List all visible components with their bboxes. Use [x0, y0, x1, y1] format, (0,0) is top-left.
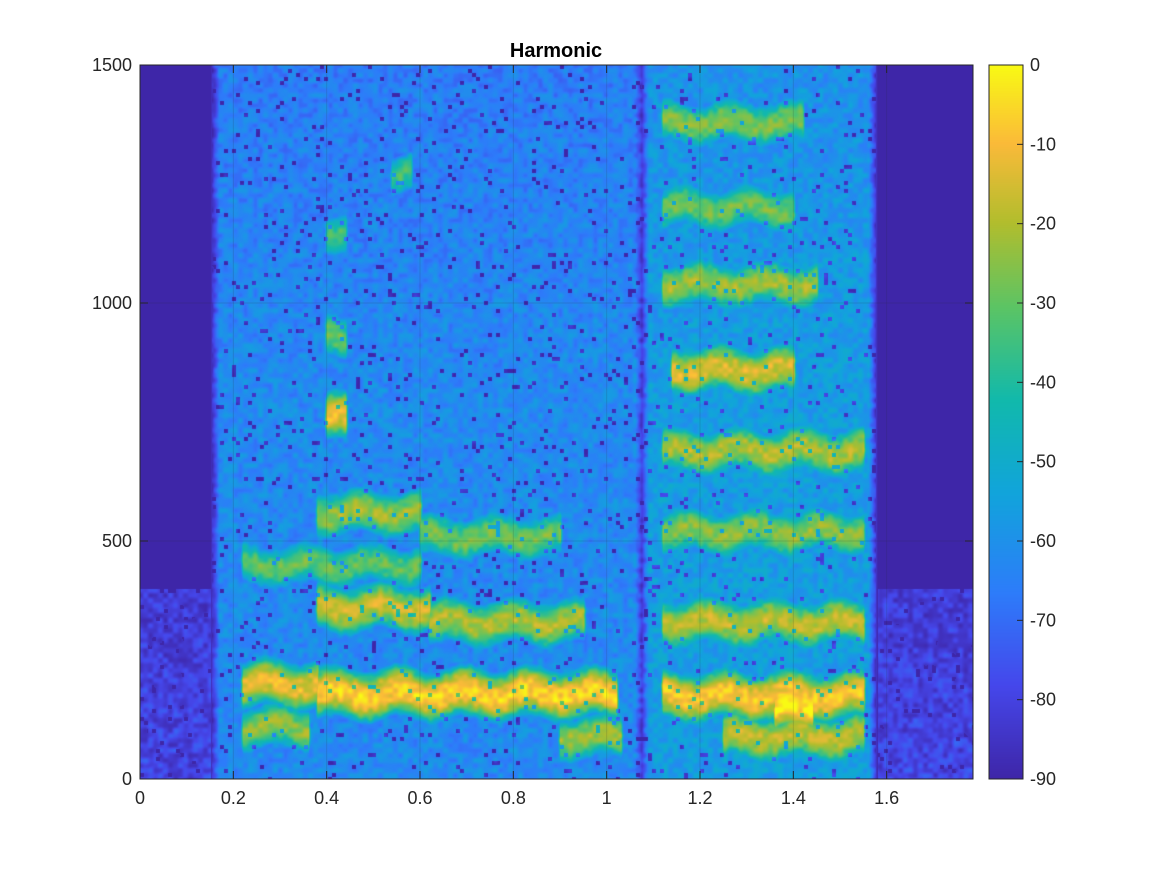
y-tick-label: 500 [102, 531, 132, 551]
colorbar-tick-label: 0 [1030, 55, 1040, 75]
colorbar-box [988, 64, 1024, 780]
colorbar-tick-label: -10 [1030, 134, 1056, 154]
colorbar-tick-label: -50 [1030, 452, 1056, 472]
colorbar-tick-label: -90 [1030, 769, 1056, 789]
colorbar-tick-label: -20 [1030, 214, 1056, 234]
axes-box [139, 64, 974, 780]
y-axis: 0 500 1000 1500 [92, 55, 973, 789]
colorbar-tick-label: -70 [1030, 610, 1056, 630]
heatmap-image [140, 65, 973, 779]
plot-area: 0 0.2 0.4 0.6 0.8 1 1.2 1.4 1.6 0 500 1000 1500 [92, 55, 974, 808]
colorbar-ticks: 0 -10 -20 -30 -40 -50 -60 -70 -80 -90 [1017, 55, 1056, 789]
colorbar-tick-label: -40 [1030, 372, 1056, 392]
colorbar-tick-label: -60 [1030, 531, 1056, 551]
colorbar-gradient [989, 65, 1023, 779]
colorbar-tick-label: -30 [1030, 293, 1056, 313]
x-tick-label: 0.8 [501, 788, 526, 808]
x-tick-label: 1.4 [781, 788, 806, 808]
x-axis: 0 0.2 0.4 0.6 0.8 1 1.2 1.4 1.6 [135, 65, 899, 808]
x-tick-label: 0.4 [314, 788, 339, 808]
x-tick-label: 1 [602, 788, 612, 808]
colorbar: 0 -10 -20 -30 -40 -50 -60 -70 -80 -90 [988, 55, 1056, 789]
x-tick-label: 1.6 [874, 788, 899, 808]
x-tick-label: 0.6 [407, 788, 432, 808]
y-tick-label: 1000 [92, 293, 132, 313]
x-tick-label: 1.2 [687, 788, 712, 808]
y-tick-label: 0 [122, 769, 132, 789]
grid-lines [140, 65, 973, 779]
x-tick-label: 0 [135, 788, 145, 808]
colorbar-tick-label: -80 [1030, 690, 1056, 710]
y-tick-label: 1500 [92, 55, 132, 75]
chart-title: Harmonic [510, 40, 602, 62]
x-tick-label: 0.2 [221, 788, 246, 808]
